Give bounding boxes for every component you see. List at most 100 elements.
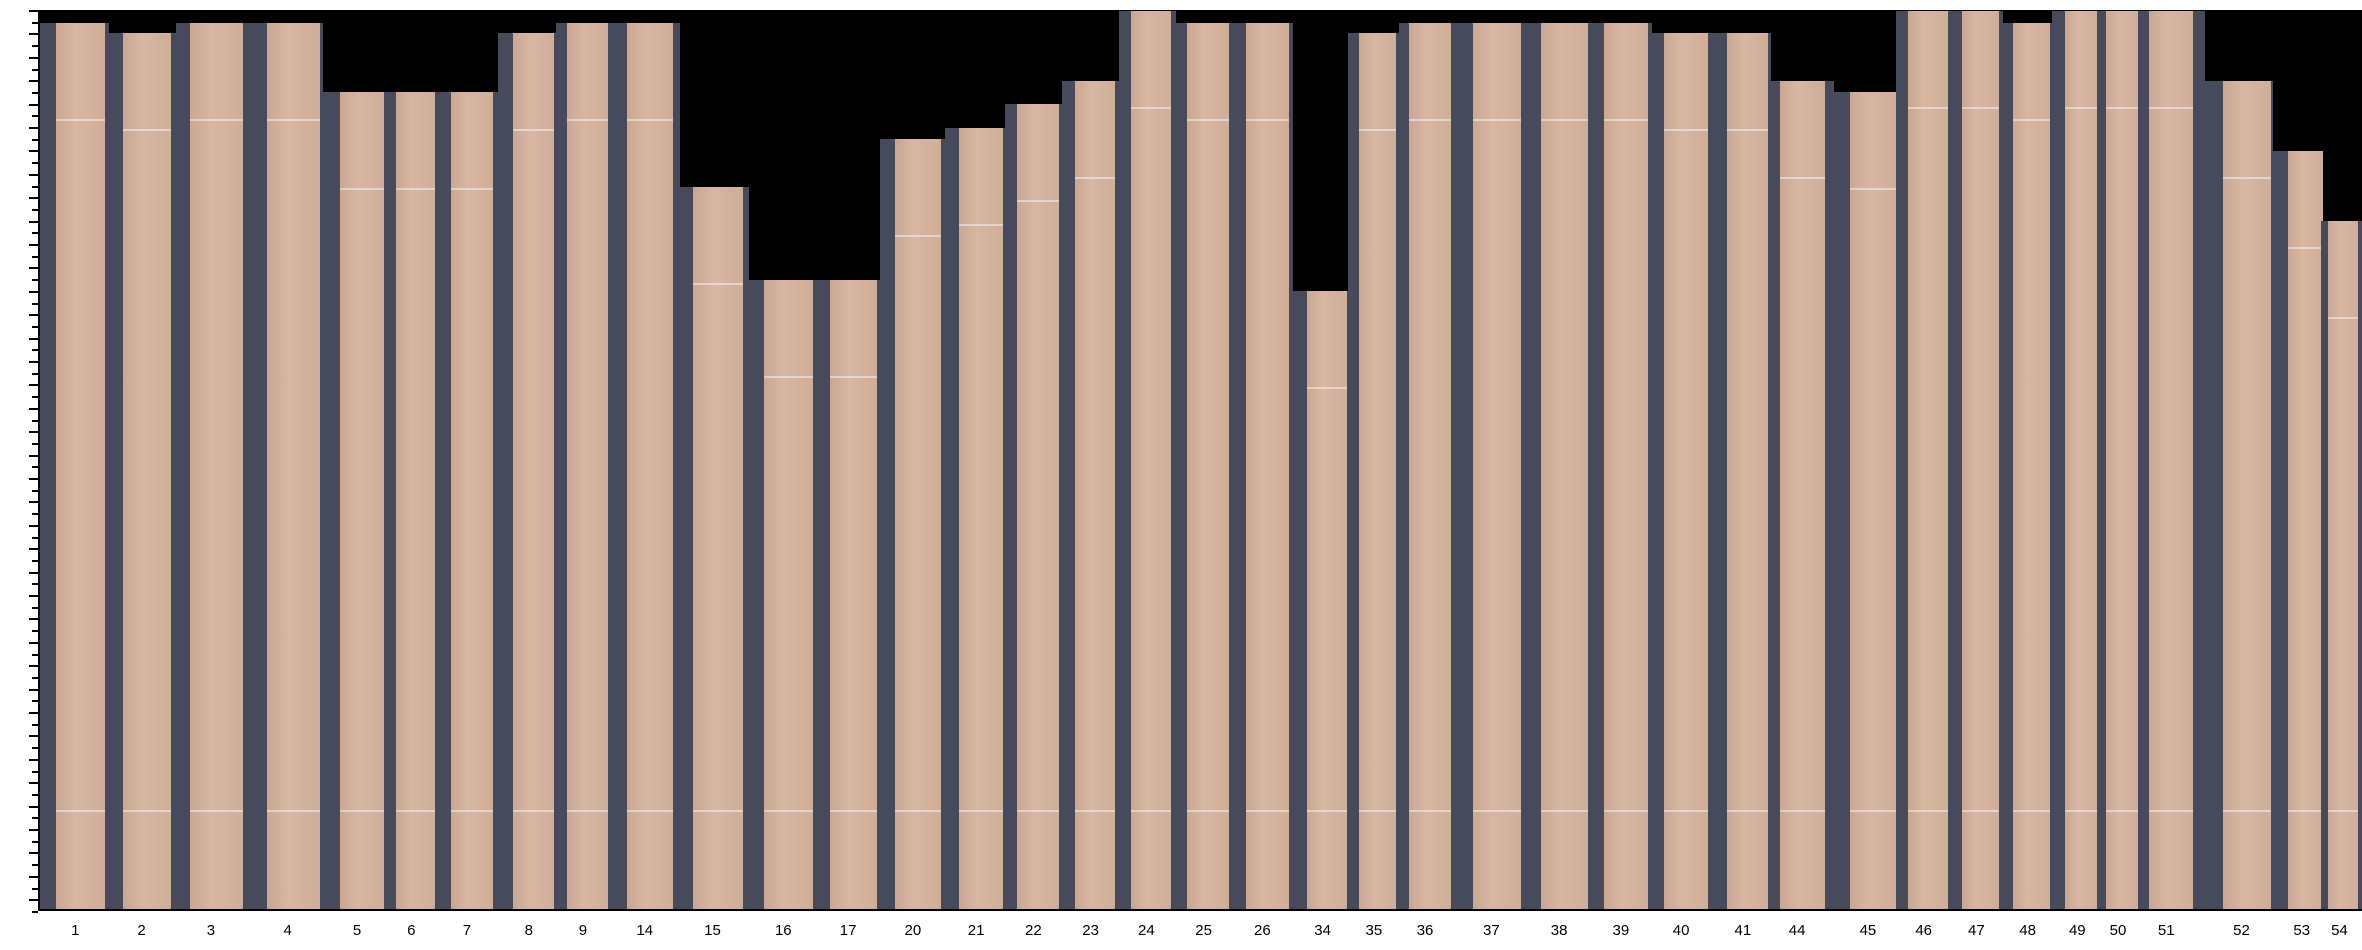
y-tick <box>29 875 38 878</box>
y-tick <box>32 723 38 726</box>
sheet-seam <box>1307 810 1348 812</box>
veneer-sheet <box>2148 10 2194 910</box>
sheet-seam <box>2013 118 2050 121</box>
x-tick-label: 37 <box>1482 922 1500 939</box>
y-tick <box>29 33 38 36</box>
y-tick <box>32 138 38 141</box>
x-tick-label: 36 <box>1416 922 1434 939</box>
veneer-sheet <box>2105 10 2138 910</box>
sheet-seam <box>512 810 555 812</box>
y-tick <box>32 45 38 48</box>
y-tick <box>29 501 38 504</box>
y-tick <box>29 782 38 785</box>
x-tick-label: 50 <box>2109 922 2127 939</box>
y-tick <box>29 688 38 691</box>
veneer-sheet <box>1540 22 1588 910</box>
sheet-seam <box>1307 386 1348 389</box>
sheet-seam <box>1074 810 1116 812</box>
y-axis <box>38 10 40 911</box>
sheet-seam <box>2064 106 2098 109</box>
y-tick <box>32 232 38 235</box>
y-tick <box>29 384 38 387</box>
sheet-seam <box>2222 810 2272 812</box>
x-tick-label: 26 <box>1254 922 1271 939</box>
sheet-seam <box>1017 199 1059 202</box>
sheet-seam <box>1187 118 1230 121</box>
y-tick <box>32 372 38 375</box>
y-tick <box>32 536 38 539</box>
y-tick <box>32 21 38 24</box>
y-tick <box>32 279 38 282</box>
y-tick <box>29 103 38 106</box>
sheet-seam <box>1074 177 1116 180</box>
y-tick <box>32 817 38 820</box>
sheet-seam <box>693 810 743 812</box>
veneer-sheet <box>267 22 320 910</box>
x-tick-label: 45 <box>1859 922 1877 939</box>
sheet-seam <box>1245 810 1289 812</box>
sheet-seam <box>693 282 743 285</box>
y-tick <box>32 349 38 352</box>
sheet-seam <box>1726 810 1769 812</box>
x-tick-label: 44 <box>1788 922 1806 939</box>
veneer-sheet <box>764 280 814 910</box>
sheet-seam <box>959 224 1003 227</box>
y-tick <box>29 712 38 714</box>
veneer-sheet <box>1359 33 1397 910</box>
y-tick <box>32 559 38 562</box>
sheet-seam <box>1664 810 1708 812</box>
y-tick <box>32 442 38 445</box>
y-tick <box>32 325 38 328</box>
sheet-seam <box>56 118 106 121</box>
y-tick <box>29 641 38 644</box>
sheet-seam <box>2288 810 2324 812</box>
x-tick-label: 46 <box>1915 922 1933 939</box>
veneer-sheet <box>122 33 172 910</box>
sheet-seam <box>267 118 320 121</box>
sheet-seam <box>1472 810 1521 812</box>
sheet-seam <box>2105 810 2138 812</box>
sheet-seam <box>395 187 436 190</box>
y-tick <box>32 115 38 118</box>
sheet-seam <box>2148 106 2194 109</box>
y-tick <box>32 91 38 94</box>
veneer-sheet <box>2288 150 2324 910</box>
veneer-sheet <box>1130 10 1172 910</box>
x-tick-label: 1 <box>71 922 80 939</box>
veneer-sheet <box>1307 290 1348 910</box>
veneer-sheet <box>829 280 877 910</box>
sheet-seam <box>2013 810 2050 812</box>
veneer-sheet <box>1850 91 1896 910</box>
sheet-seam <box>1850 810 1896 812</box>
x-tick-label: 2 <box>137 922 146 939</box>
y-tick <box>29 665 38 668</box>
veneer-sheet <box>1961 10 2000 910</box>
sheet-seam <box>626 810 674 812</box>
veneer-sheet <box>1017 103 1059 910</box>
y-tick <box>32 208 38 211</box>
sheet-seam <box>1779 177 1825 180</box>
sheet-seam <box>829 810 877 812</box>
sheet-seam <box>1779 810 1825 812</box>
sheet-seam <box>2288 246 2324 249</box>
sheet-seam <box>566 118 609 121</box>
sheet-seam <box>764 810 814 812</box>
y-tick <box>32 302 38 305</box>
sheet-seam <box>1245 118 1289 121</box>
y-tick <box>29 314 38 317</box>
y-tick <box>29 899 38 902</box>
x-tick-label: 22 <box>1025 922 1042 939</box>
y-tick <box>29 127 38 129</box>
veneer-sheet <box>450 91 493 910</box>
y-tick <box>29 735 38 738</box>
sheet-seam <box>1359 129 1397 132</box>
x-tick-label: 4 <box>283 922 292 939</box>
sheet-seam <box>1603 118 1648 121</box>
y-tick <box>29 805 38 808</box>
x-tick-label: 47 <box>1968 922 1985 939</box>
veneer-sheet <box>512 33 555 910</box>
y-tick <box>32 583 38 586</box>
sheet-seam <box>1130 106 1172 109</box>
sheet-seam <box>1130 810 1172 812</box>
y-tick <box>32 676 38 679</box>
